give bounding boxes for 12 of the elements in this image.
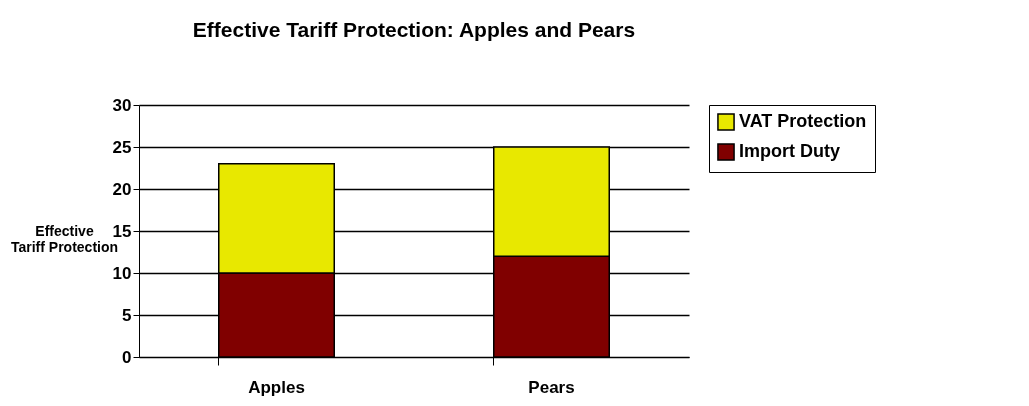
legend-label: VAT Protection [739,111,867,131]
y-tick-label: 25 [112,137,132,157]
y-tick-label: 10 [112,263,132,283]
y-tick-label: 20 [112,179,132,199]
legend-label: Import Duty [739,141,840,161]
x-tick-label: Apples [248,377,305,397]
y-tick-label: 15 [112,221,132,241]
x-tick-label: Pears [528,377,575,397]
y-tick-label: 30 [112,95,132,115]
y-tick-label: 0 [122,347,132,367]
chart-title: Effective Tariff Protection: Apples and Pears [192,18,636,41]
y-tick-label: 5 [122,305,132,325]
